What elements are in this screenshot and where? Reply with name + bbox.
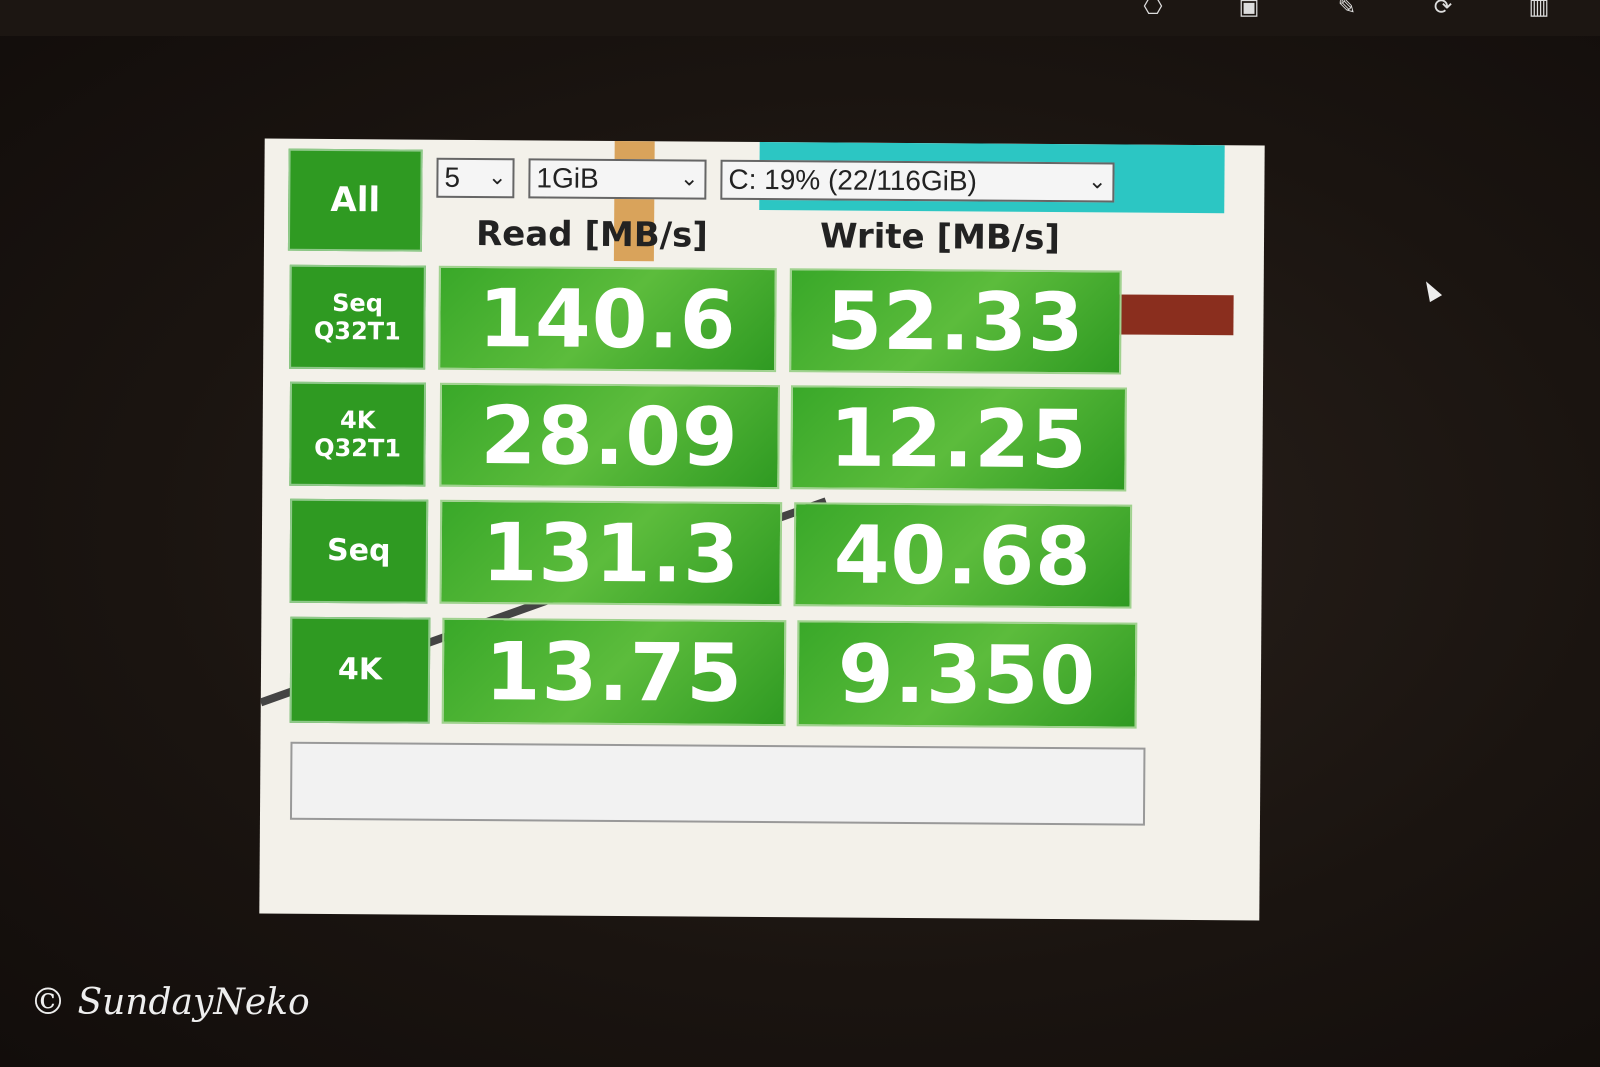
chevron-down-icon: ⌄ [679,165,699,191]
4k-q32t1-write: 12.25 [790,385,1127,492]
drive-value: C: 19% (22/116GiB) [728,163,978,197]
slideshow-icon[interactable]: ▣ [1238,0,1260,20]
chevron-down-icon: ⌄ [1087,168,1107,194]
watermark: © SundayNeko [30,982,310,1023]
4k-button[interactable]: 4K [289,616,431,724]
write-header: Write [MB/s] [819,216,1061,259]
size-select[interactable]: 1GiB ⌄ [528,158,707,200]
edit-icon[interactable]: ✎ [1337,0,1357,20]
4k-q32t1-button[interactable]: 4K Q32T1 [289,381,427,487]
4k-read: 13.75 [441,617,787,727]
seq-write: 40.68 [793,502,1133,609]
delete-icon[interactable]: ▥ [1528,0,1550,20]
read-header: Read [MB/s] [475,213,709,256]
size-value: 1GiB [536,162,599,194]
seq-button[interactable]: Seq [289,498,429,604]
4k-q32t1-read: 28.09 [439,382,781,490]
background-art [1113,294,1234,336]
seq-read: 131.3 [439,499,783,607]
rotate-icon[interactable]: ⟳ [1433,0,1453,20]
mouse-cursor-icon [1419,277,1443,303]
seq-q32t1-button[interactable]: Seq Q32T1 [289,264,426,370]
drive-select[interactable]: C: 19% (22/116GiB) ⌄ [720,159,1115,203]
photo-viewer-toolbar: ⎔ ▣ ✎ ⟳ ▥ [0,0,1600,36]
count-value: 5 [444,161,461,193]
crystaldiskmark-window: All 5 ⌄ 1GiB ⌄ C: 19% (22/116GiB) ⌄ Read [M… [259,138,1265,921]
count-select[interactable]: 5 ⌄ [436,157,515,199]
chevron-down-icon: ⌄ [487,164,507,190]
all-button[interactable]: All [287,148,423,252]
seq-q32t1-write: 52.33 [789,268,1122,375]
status-bar [289,741,1146,826]
4k-write: 9.350 [796,620,1138,729]
seq-q32t1-read: 140.6 [438,265,777,373]
share-icon[interactable]: ⎔ [1143,0,1163,20]
